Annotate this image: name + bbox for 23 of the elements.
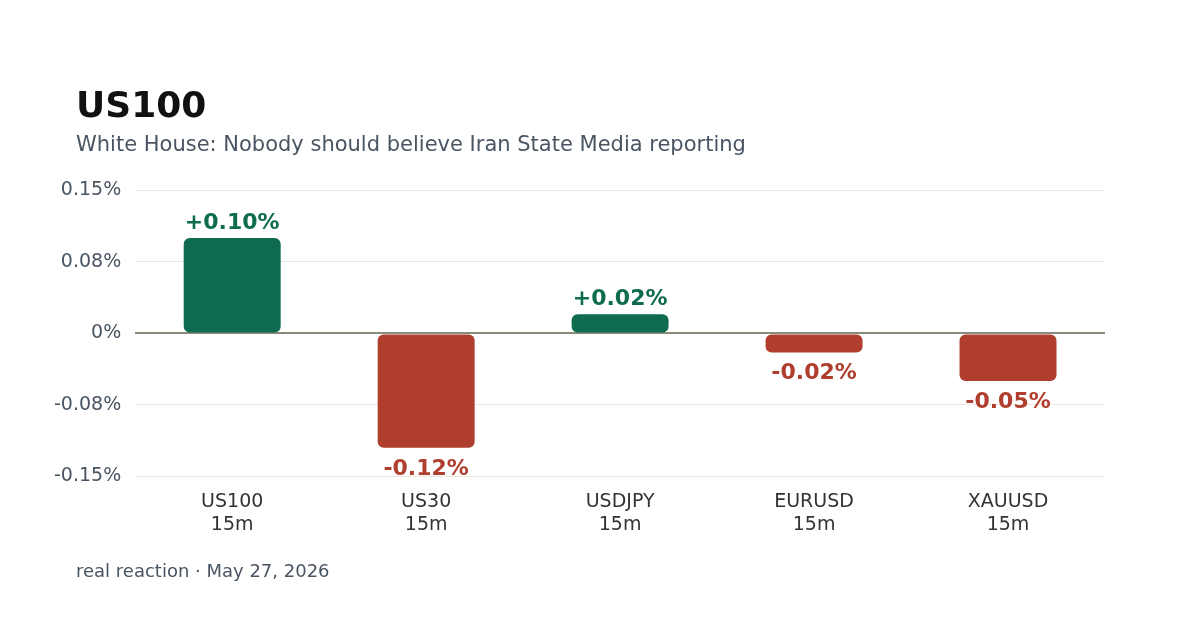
bar bbox=[377, 334, 475, 448]
y-tick-label: 0% bbox=[91, 320, 122, 343]
chart-subtitle: White House: Nobody should believe Iran State Media reporting bbox=[76, 132, 746, 156]
chart-title: US100 bbox=[76, 84, 207, 125]
bar bbox=[183, 238, 281, 333]
y-tick-label: -0.08% bbox=[54, 391, 122, 414]
x-tick-label: US30 15m bbox=[401, 488, 452, 534]
y-tick-label: 0.15% bbox=[60, 177, 122, 200]
y-tick-label: -0.15% bbox=[54, 463, 122, 486]
bar bbox=[959, 334, 1057, 382]
data-label: -0.02% bbox=[771, 359, 857, 385]
bar bbox=[765, 334, 863, 353]
x-tick-label: US100 15m bbox=[201, 488, 264, 534]
x-tick-label: USDJPY 15m bbox=[585, 488, 655, 534]
data-label: -0.05% bbox=[965, 387, 1051, 413]
data-label: +0.02% bbox=[572, 285, 668, 311]
bar bbox=[571, 314, 669, 333]
text: real reaction · May 27, 2026 bbox=[76, 560, 330, 581]
y-tick-label: 0.08% bbox=[60, 248, 122, 271]
data-label: +0.10% bbox=[184, 208, 280, 234]
x-tick-label: EURUSD 15m bbox=[774, 488, 854, 534]
x-tick-label: XAUUSD 15m bbox=[967, 488, 1049, 534]
data-label: -0.12% bbox=[383, 454, 469, 480]
